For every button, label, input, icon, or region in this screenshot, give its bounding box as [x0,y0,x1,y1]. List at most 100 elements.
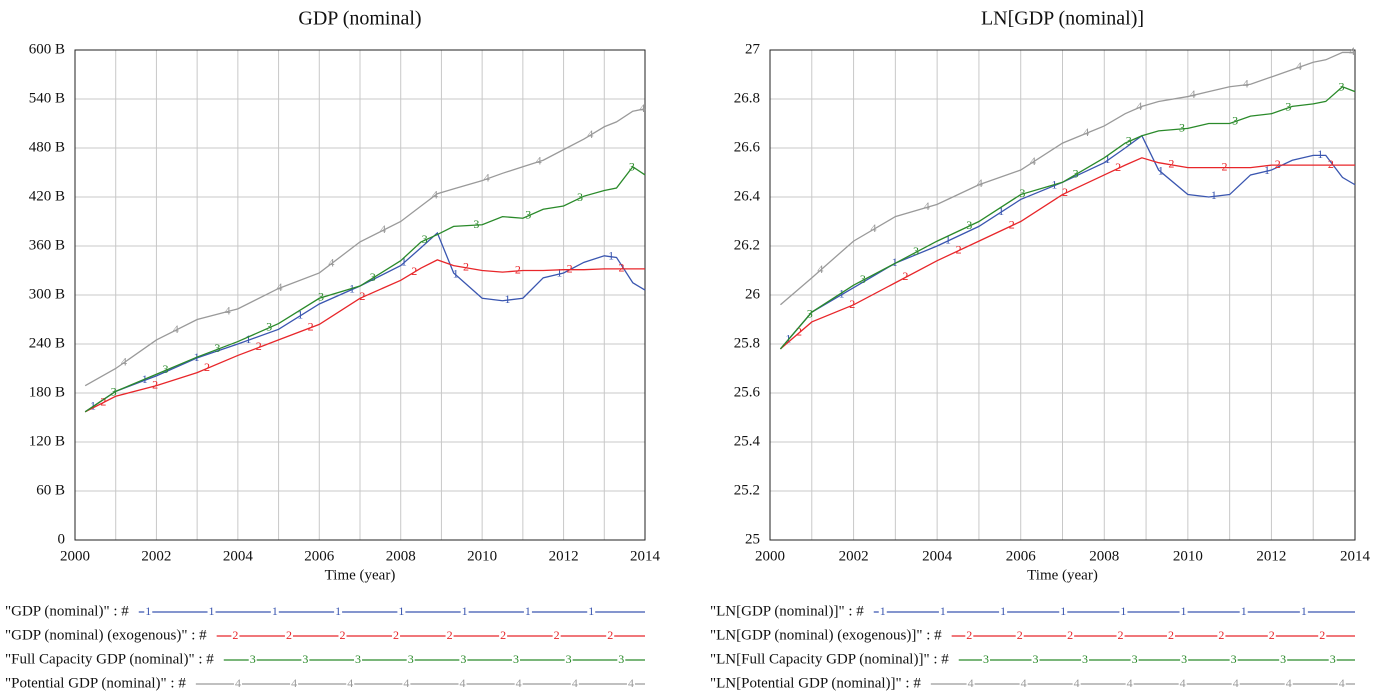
legend-marker: 3 [460,652,466,666]
legend-marker: 3 [1231,652,1237,666]
series-marker: 4 [639,101,645,115]
legend-marker-bg [1267,630,1276,642]
legend-marker: 1 [145,604,151,618]
legend-marker-bg [938,606,947,618]
legend-marker: 2 [232,628,238,642]
series-marker: 3 [913,244,919,258]
legend-marker-bg [1072,678,1081,690]
x-tick-label: 2006 [1006,548,1037,564]
x-axis-label: Time (year) [325,567,396,583]
x-tick-label: 2006 [304,548,335,564]
legend-label: "GDP (nominal) (exogenous)" : # [5,627,207,643]
legend-marker: 1 [335,604,341,618]
y-tick-label: 27 [745,41,761,57]
y-tick-label: 26.2 [734,237,760,253]
legend-label: "GDP (nominal)" : # [5,603,129,619]
legend-label: "LN[GDP (nominal) (exogenous)]" : # [710,627,942,643]
legend-marker: 4 [403,676,409,690]
series-line [779,86,1356,350]
legend-marker-bg [570,678,579,690]
plot-frame [769,49,1356,541]
legend-marker-bg [445,630,454,642]
series-marker: 2 [849,297,855,311]
legend-marker: 4 [235,676,241,690]
series-marker: 3 [1073,166,1079,180]
series-line [84,231,646,413]
legend-marker: 4 [516,676,522,690]
y-tick-label: 25.2 [734,482,760,498]
legend-marker: 3 [513,652,519,666]
legend-marker-bg [511,654,520,666]
legend-marker-bg [1081,654,1090,666]
series-marker: 1 [1317,147,1323,161]
x-tick-label: 2000 [755,548,785,564]
legend-marker-bg [1299,606,1308,618]
series-marker: 2 [463,259,469,273]
legend-marker-bg [1279,654,1288,666]
legend-marker: 1 [1060,604,1066,618]
series-marker: 3 [162,362,168,376]
legend-marker-bg [1019,678,1028,690]
series-marker: 3 [525,208,531,222]
chart-title: GDP (nominal) [298,8,421,30]
series-line [84,108,646,387]
series-marker: 2 [1009,217,1015,231]
series-marker: 4 [1083,125,1089,139]
legend-marker: 1 [398,604,404,618]
legend-marker: 2 [339,628,345,642]
y-tick-label: 240 B [29,335,65,351]
y-tick-label: 120 B [29,433,65,449]
legend-marker: 3 [1082,652,1088,666]
legend-label: "LN[Potential GDP (nominal)]" : # [710,675,921,691]
series-marker: 3 [966,218,972,232]
y-tick-label: 0 [58,531,66,547]
y-tick-label: 600 B [29,41,65,57]
legend-marker-bg [1180,654,1189,666]
legend-marker: 4 [572,676,578,690]
legend-marker: 4 [460,676,466,690]
legend-marker: 3 [1280,652,1286,666]
legend-marker: 2 [1168,628,1174,642]
series-marker: 4 [817,262,823,276]
legend-marker-bg [1116,630,1125,642]
series-marker: 3 [111,384,117,398]
legend-marker: 1 [462,604,468,618]
legend-marker-bg [1239,606,1248,618]
legend-marker: 4 [347,676,353,690]
legend-label: "LN[GDP (nominal)]" : # [710,603,864,619]
series-marker: 4 [276,280,282,294]
series-line [84,165,646,413]
legend-marker-bg [1066,630,1075,642]
legend-marker: 1 [1120,604,1126,618]
series-marker: 4 [484,171,490,185]
legend-marker: 1 [1000,604,1006,618]
x-tick-label: 2012 [549,548,579,564]
series-marker: 1 [1105,152,1111,166]
legend-marker: 4 [1021,676,1027,690]
legend-marker: 2 [607,628,613,642]
legend-marker-bg [270,606,279,618]
legend-marker: 2 [1017,628,1023,642]
legend-marker-bg [1328,654,1337,666]
y-tick-label: 26.8 [734,90,760,106]
legend-marker-bg [460,606,469,618]
legend-marker: 4 [1339,676,1345,690]
legend-marker: 4 [1286,676,1292,690]
y-tick-label: 480 B [29,139,65,155]
series-marker: 3 [860,272,866,286]
legend-marker-bg [1337,678,1346,690]
x-tick-label: 2014 [1340,548,1371,564]
y-tick-label: 360 B [29,237,65,253]
legend-marker-bg [1166,630,1175,642]
series-marker: 2 [1222,159,1228,173]
legend-marker-bg [966,678,975,690]
series-marker: 3 [422,232,428,246]
series-marker: 3 [266,319,272,333]
x-axis-label: Time (year) [1027,567,1098,583]
y-tick-label: 300 B [29,286,65,302]
legend-marker-bg [981,654,990,666]
plot-frame [74,49,646,541]
legend-marker: 4 [1233,676,1239,690]
series-marker: 1 [998,204,1004,218]
series-marker: 2 [956,242,962,256]
